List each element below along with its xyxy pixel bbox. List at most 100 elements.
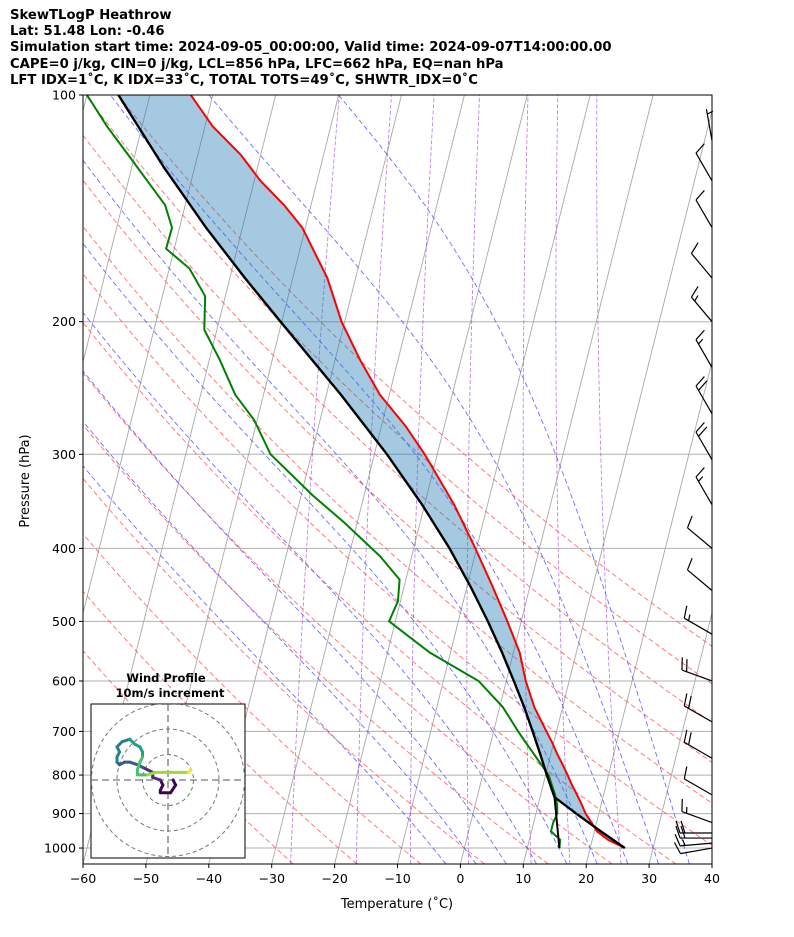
- wind-barb-line: [674, 834, 713, 847]
- wind-barb: [683, 693, 713, 723]
- wind-barb: [695, 376, 713, 415]
- dry-adiabat: [83, 477, 485, 864]
- mixing-ratio-line: [466, 95, 480, 864]
- y-tick-label: 900: [52, 806, 76, 821]
- wind-barb-line: [683, 766, 713, 796]
- wind-barb-line: [695, 329, 713, 368]
- moist-adiabat: [83, 242, 568, 864]
- isotherm--70: [83, 95, 214, 615]
- y-tick-label: 100: [52, 88, 76, 103]
- wind-barb-line: [695, 422, 713, 460]
- x-tick-label: −40: [196, 871, 223, 886]
- x-tick-label: 30: [641, 871, 657, 886]
- wind-barb: [675, 820, 713, 834]
- mixing-ratio-line: [555, 95, 571, 864]
- isotherm--90: [83, 95, 88, 113]
- wind-barb: [683, 766, 713, 796]
- y-tick-label: 700: [52, 724, 76, 739]
- wind-barb-line: [695, 467, 713, 506]
- moist-adiabat: [83, 311, 537, 864]
- y-tick-label: 600: [52, 673, 76, 688]
- parcel-profile: [117, 95, 626, 850]
- isotherm-10: [522, 109, 712, 864]
- wind-barb: [673, 842, 713, 855]
- y-tick-label: 200: [52, 314, 76, 329]
- dry-adiabat: [83, 372, 613, 864]
- x-tick-label: −10: [384, 871, 411, 886]
- wind-barb-line: [686, 557, 713, 591]
- dry-adiabat: [83, 134, 712, 724]
- x-tick-label: 10: [515, 871, 531, 886]
- hodograph-plot: [91, 704, 245, 858]
- isotherm-30: [648, 611, 712, 864]
- lcl-dewpoint-line: [553, 797, 561, 849]
- y-tick-label: 400: [52, 541, 76, 556]
- moist-adiabat: [208, 95, 659, 864]
- wind-barb: [686, 557, 713, 591]
- wind-barb: [683, 729, 713, 759]
- wind-barb-line: [683, 605, 713, 635]
- dry-adiabat: [117, 95, 712, 647]
- wind-barb: [675, 825, 713, 839]
- y-tick-label: 1000: [44, 841, 76, 856]
- x-tick-label: −50: [133, 871, 160, 886]
- wind-barb-line: [690, 242, 713, 279]
- moist-adiabat: [338, 95, 690, 864]
- moist-adiabat: [83, 465, 447, 864]
- moist-adiabat: [109, 95, 629, 864]
- axes-layer: −60 −50 −40 −30 −20 −10 0 10 20 30 40 100 200 300 400 5…: [44, 88, 720, 887]
- mixing-ratio-line: [596, 95, 622, 864]
- y-axis-label: Pressure (hPa): [18, 434, 33, 527]
- dry-adiabat: [83, 424, 549, 864]
- wind-barb: [690, 286, 713, 323]
- wind-barb-line: [675, 820, 713, 834]
- y-tick-label: 800: [52, 768, 76, 783]
- indices-line-1: CAPE=0 j/kg, CIN=0 j/kg, LCL=856 hPa, LF…: [10, 56, 504, 72]
- time-line: Simulation start time: 2024-09-05_00:00:…: [10, 40, 612, 56]
- wind-barb: [674, 834, 713, 847]
- wind-barbs: [673, 109, 714, 855]
- isotherm-20: [585, 360, 712, 864]
- isotherm--20: [334, 95, 528, 864]
- dry-adiabat: [83, 273, 712, 846]
- data-layer: [86, 95, 626, 850]
- y-tick-label: 300: [52, 447, 76, 462]
- temperature-profile: [189, 95, 626, 849]
- wind-barb-line: [683, 729, 713, 759]
- y-tick-label: 500: [52, 614, 76, 629]
- wind-barb-line: [686, 515, 713, 549]
- wind-barb: [686, 515, 713, 549]
- dry-adiabat: [83, 225, 712, 804]
- wind-barb-line: [695, 143, 713, 182]
- wind-barb-line: [675, 825, 713, 839]
- wind-barb: [695, 329, 713, 368]
- chart-title: SkewTLogP Heathrow: [10, 8, 172, 23]
- mixing-ratio-line: [290, 95, 340, 864]
- wind-barb: [683, 605, 713, 635]
- x-tick-label: −30: [258, 871, 285, 886]
- location-line: Lat: 51.48 Lon: -0.46: [10, 24, 165, 40]
- x-tick-label: −60: [70, 871, 97, 886]
- x-tick-label: −20: [321, 871, 348, 886]
- wind-barb: [695, 143, 713, 182]
- hodograph-segment: [186, 768, 193, 774]
- isotherm-40: [711, 862, 712, 864]
- mixing-ratio-line: [355, 95, 392, 864]
- x-tick-label: 20: [578, 871, 594, 886]
- dry-adiabat: [85, 95, 712, 685]
- x-tick-label: 40: [704, 871, 720, 886]
- wind-barb-line: [681, 798, 713, 824]
- hodograph-subtitle: 10m/s increment: [116, 686, 225, 700]
- dry-adiabat: [83, 179, 712, 763]
- mixing-ratio-line: [522, 95, 532, 864]
- wind-barb: [690, 242, 713, 279]
- moist-adiabat: [83, 370, 507, 864]
- wind-barb-line: [681, 657, 713, 682]
- wind-barb: [695, 422, 713, 460]
- isotherm--80: [83, 95, 151, 364]
- chart-header: SkewTLogP Heathrow Lat: 51.48 Lon: -0.46…: [10, 8, 612, 89]
- mixing-ratio-line: [409, 95, 435, 864]
- dry-adiabat: [83, 533, 422, 864]
